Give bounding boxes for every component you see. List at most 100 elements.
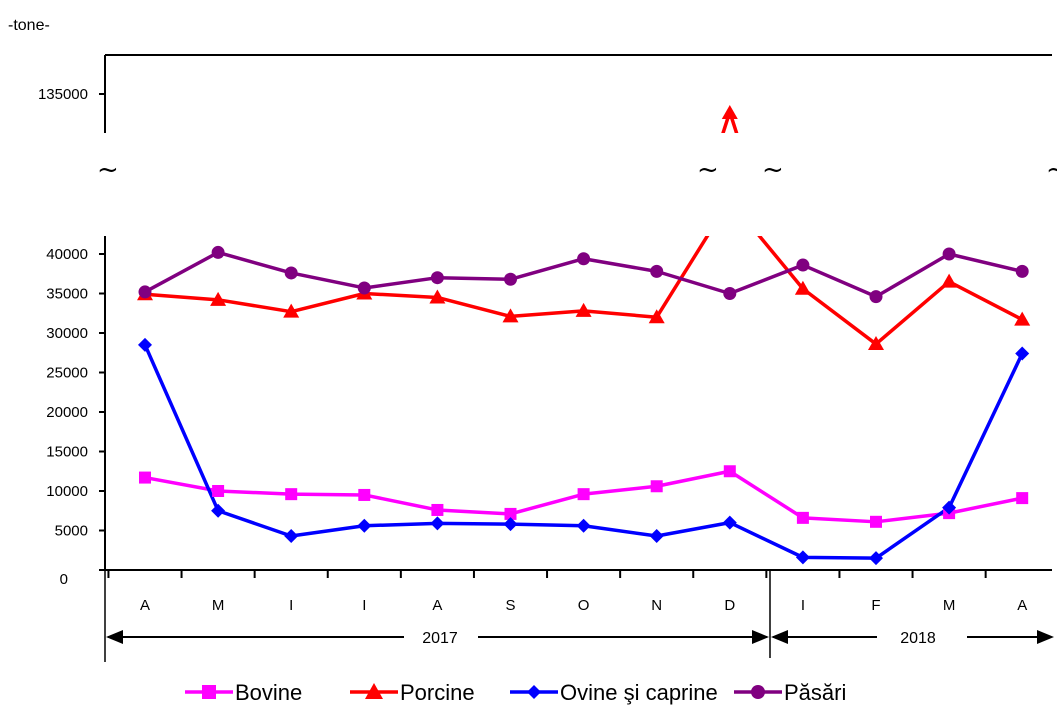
- data-point-porcine: [429, 289, 446, 304]
- y-tick-label: 5000: [55, 523, 88, 540]
- axis-break-marker: ~: [762, 155, 784, 185]
- legend-swatch-marker: [365, 683, 383, 699]
- x-tick-label: M: [212, 597, 225, 614]
- data-point-ovine-i-caprine: [869, 551, 883, 566]
- axis-break-marker: ~: [697, 155, 719, 185]
- legend-swatch-marker: [527, 685, 541, 699]
- year-group-2018: 2018: [771, 630, 1054, 647]
- data-point-bovine: [212, 485, 225, 497]
- data-point-bovine: [504, 507, 517, 520]
- data-point-porcine: [283, 303, 300, 318]
- data-point-bovine: [285, 488, 298, 501]
- x-axis-ticks: [107, 570, 987, 578]
- x-tick-label: O: [578, 597, 590, 614]
- data-point-p-s-ri: [138, 285, 152, 299]
- y-tick-label: 35000: [46, 286, 88, 303]
- legend-label: Ovine şi caprine: [560, 680, 718, 705]
- y-tick-label: 40000: [46, 246, 88, 263]
- data-point-ovine-i-caprine: [357, 518, 372, 533]
- axis-break-marker: ~: [97, 155, 119, 185]
- legend: Bovine Porcine Ovine şi caprine Păsări: [185, 680, 846, 705]
- data-point-bovine: [431, 503, 444, 516]
- data-point-p-s-ri: [1015, 264, 1029, 278]
- data-point-ovine-i-caprine: [430, 516, 445, 531]
- data-point-p-s-ri: [650, 264, 664, 278]
- y-tick-label: 30000: [46, 325, 88, 342]
- y-tick-label: 15000: [46, 444, 88, 461]
- y-tick-label: 10000: [46, 483, 88, 500]
- data-point-ovine-i-caprine: [211, 503, 226, 518]
- data-point-p-s-ri: [211, 245, 225, 259]
- data-point-porcine: [1014, 311, 1031, 326]
- data-point-p-s-ri: [430, 271, 444, 285]
- x-tick-label: A: [432, 597, 442, 614]
- data-point-porcine: [575, 302, 592, 317]
- series-line-porcine: [144, 236, 1024, 346]
- data-point-porcine: [794, 280, 811, 295]
- data-point-p-s-ri: [942, 247, 956, 261]
- year-label-2018: 2018: [900, 630, 936, 647]
- legend-label: Porcine: [400, 680, 475, 705]
- data-point-porcine: [941, 273, 958, 288]
- axis-break-marker: ~: [1046, 155, 1057, 185]
- data-point-ovine-i-caprine: [649, 529, 664, 544]
- y-tick-label: 20000: [46, 404, 88, 421]
- data-point-bovine: [796, 511, 809, 524]
- year-group-2017: 2017: [106, 630, 769, 647]
- legend-swatch-marker: [202, 685, 216, 699]
- data-point-bovine: [1016, 492, 1029, 505]
- data-point-ovine-i-caprine: [795, 550, 810, 565]
- data-point-ovine-i-caprine: [138, 337, 152, 352]
- data-point-p-s-ri: [869, 290, 883, 304]
- data-point-ovine-i-caprine: [284, 529, 299, 544]
- data-point-ovine-i-caprine: [503, 517, 518, 532]
- data-point-porcine: [648, 309, 665, 324]
- legend-item-ovine-i-caprine: Ovine şi caprine: [510, 680, 718, 705]
- x-tick-label: M: [943, 597, 956, 614]
- data-point-ovine-i-caprine: [576, 518, 591, 533]
- x-tick-label: A: [1017, 597, 1027, 614]
- data-point-p-s-ri: [284, 266, 298, 280]
- x-tick-label: S: [505, 597, 515, 614]
- data-point-porcine: [502, 308, 519, 323]
- y-tick-label: 0: [60, 571, 68, 588]
- data-point-p-s-ri: [723, 287, 737, 300]
- data-point-bovine: [577, 488, 590, 501]
- unit-label: -tone-: [8, 17, 50, 34]
- data-point-bovine: [870, 515, 882, 528]
- series-markers: [137, 105, 1031, 566]
- data-point-p-s-ri: [796, 258, 810, 272]
- data-point-ovine-i-caprine: [1015, 346, 1030, 361]
- x-tick-label: D: [724, 597, 735, 614]
- data-point-bovine: [723, 465, 736, 478]
- year-label-2017: 2017: [422, 630, 458, 647]
- legend-item-p-s-ri: Păsări: [734, 680, 846, 705]
- data-point-bovine: [139, 471, 151, 484]
- y-axis-ticks: 0 5000 10000 15000 20000 25000 30000 35000 40000: [46, 246, 105, 588]
- x-tick-label: I: [801, 597, 805, 614]
- legend-swatch-marker: [751, 685, 765, 699]
- data-point-porcine: [868, 336, 884, 351]
- legend-label: Bovine: [235, 680, 302, 705]
- data-point-bovine: [650, 480, 663, 493]
- data-point-bovine: [358, 488, 371, 501]
- legend-item-porcine: Porcine: [350, 680, 475, 705]
- x-tick-label: F: [871, 597, 880, 614]
- data-point-porcine: [210, 291, 227, 306]
- y-tick-label: 25000: [46, 365, 88, 382]
- legend-item-bovine: Bovine: [185, 680, 302, 705]
- data-point-p-s-ri: [504, 272, 517, 286]
- upper-tick-label: 135000: [38, 86, 88, 103]
- x-tick-label: A: [140, 597, 150, 614]
- x-tick-label: I: [289, 597, 293, 614]
- data-point-p-s-ri: [577, 252, 591, 266]
- data-point-porcine: [721, 105, 738, 119]
- x-tick-label: I: [362, 597, 366, 614]
- data-point-ovine-i-caprine: [722, 515, 737, 530]
- x-tick-label: N: [651, 597, 662, 614]
- data-point-p-s-ri: [357, 281, 371, 295]
- data-point-ovine-i-caprine: [942, 500, 957, 515]
- legend-label: Păsări: [784, 680, 846, 705]
